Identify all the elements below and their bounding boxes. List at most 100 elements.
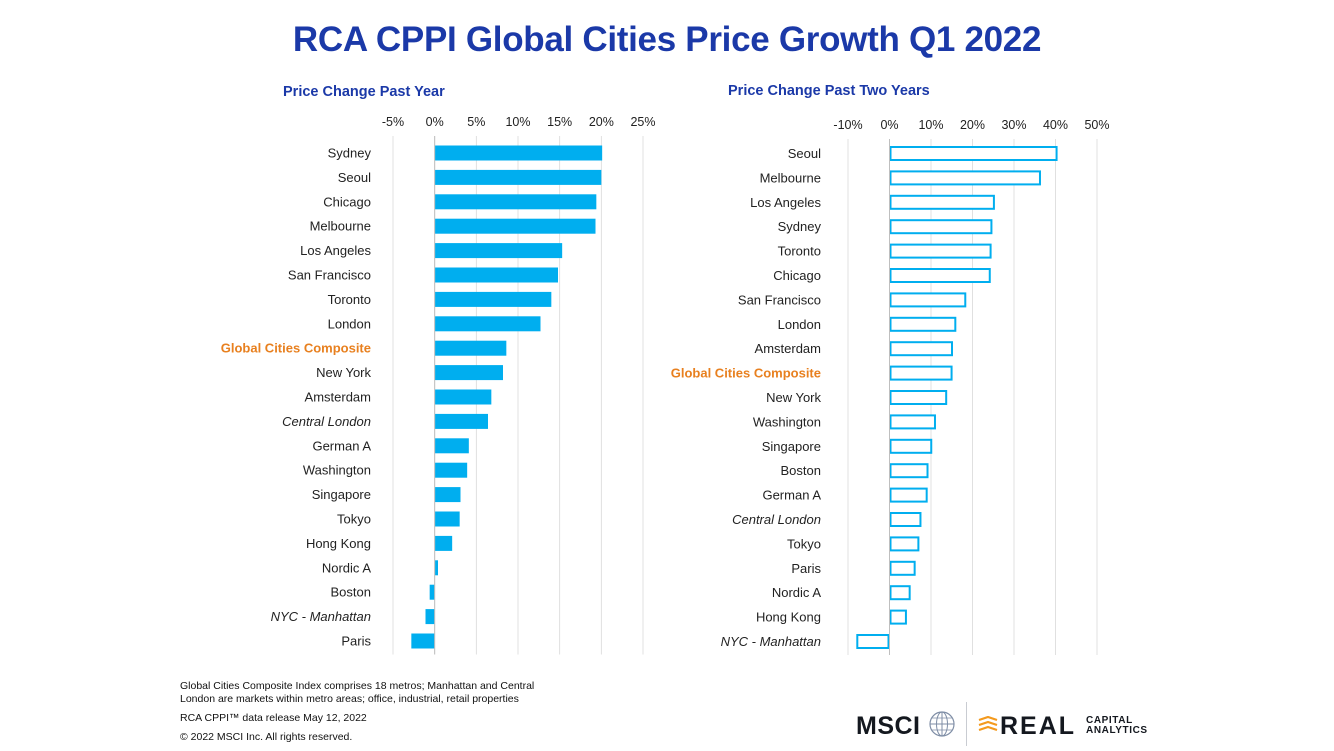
past-year-category-label: Singapore [312,487,371,502]
past-year-bar [434,413,488,429]
two-year-bar [889,194,995,210]
past-year-category-label: New York [316,365,371,380]
past-year-bar [434,462,468,478]
past-year-bar [434,535,453,551]
past-year-bar [434,511,460,527]
past-year-tick-label: 20% [589,115,614,129]
past-year-bar [434,487,461,503]
globe-icon [929,711,955,737]
two-year-category-label: Los Angeles [750,195,821,210]
past-year-bar [434,243,563,259]
past-year-tick-label: 0% [426,115,444,129]
two-year-bar [889,341,953,357]
two-year-category-label: Melbourne [760,170,821,185]
two-year-tick-label: -10% [833,118,862,132]
past-year-category-label: Toronto [328,292,371,307]
two-year-category-label: Central London [732,512,821,527]
two-year-bar [889,365,953,381]
two-year-bar [889,536,920,552]
two-year-bar [889,219,993,235]
past-year-bar [434,365,503,381]
two-year-category-label: Amsterdam [755,341,821,356]
two-year-category-label: Washington [753,414,821,429]
past-year-category-label: German A [312,438,371,453]
two-year-tick-label: 40% [1043,118,1068,132]
two-year-bar [889,292,967,308]
two-year-bar [889,390,948,405]
past-year-bar [434,438,469,454]
past-year-category-label: San Francisco [288,268,371,283]
msci-logo: MSCI [856,712,921,740]
past-year-bar [425,609,435,625]
past-year-category-label: NYC - Manhattan [271,609,371,624]
two-year-bar [889,170,1041,186]
two-year-category-label: Chicago [773,268,821,283]
past-year-category-label: Amsterdam [305,390,371,405]
two-year-category-label: NYC - Manhattan [721,634,821,649]
past-year-bar [434,194,597,210]
past-year-category-label: Boston [331,585,371,600]
past-year-bar [434,560,438,576]
past-year-category-label: Nordic A [322,560,371,575]
past-year-bar [411,633,435,649]
two-year-bar [889,414,936,430]
past-year-category-label: Global Cities Composite [221,341,371,356]
two-year-category-label: Tokyo [787,536,821,551]
two-year-bar [889,585,911,601]
past-year-tick-label: -5% [382,115,404,129]
two-year-bar [889,146,1058,161]
past-year-bar [434,389,492,405]
past-year-bar [434,169,602,185]
footnote-release: RCA CPPI™ data release May 12, 2022 [180,712,367,724]
past-year-chart-title: Price Change Past Year [283,84,445,100]
past-year-bar [434,316,541,332]
two-year-category-label: Global Cities Composite [671,366,821,381]
past-year-tick-label: 15% [547,115,572,129]
two-year-tick-label: 10% [918,118,943,132]
two-year-category-label: Toronto [778,244,821,259]
two-year-category-label: London [778,317,821,332]
two-year-category-label: Nordic A [772,585,821,600]
two-year-tick-label: 30% [1001,118,1026,132]
rca-logo-text: REAL [1000,712,1077,740]
two-year-tick-label: 50% [1084,118,1109,132]
past-year-category-label: Central London [282,414,371,429]
two-year-bar [889,512,922,527]
past-year-category-label: Paris [341,634,371,649]
past-year-category-label: London [328,316,371,331]
past-year-category-label: Chicago [323,194,371,209]
logo-divider [966,702,967,746]
two-year-bar [889,268,991,283]
two-year-chart-title: Price Change Past Two Years [728,83,930,99]
rca-logo-analytics: ANALYTICS [1086,725,1148,736]
past-year-category-label: Seoul [338,170,371,185]
rca-logo-subtext: CAPITAL ANALYTICS [1086,716,1148,736]
two-year-tick-label: 0% [880,118,898,132]
footnote-composite: Global Cities Composite Index comprises … [180,680,535,705]
past-year-bar [429,584,435,600]
footnote-copyright: © 2022 MSCI Inc. All rights reserved. [180,731,353,743]
two-year-bar [856,634,890,649]
two-year-tick-label: 20% [960,118,985,132]
two-year-category-label: Sydney [778,219,822,234]
past-year-bar [434,218,596,234]
two-year-category-label: Paris [791,561,821,576]
two-year-bar [889,487,928,503]
past-year-category-label: Sydney [328,146,372,161]
two-year-bar [889,609,907,625]
two-year-category-label: Hong Kong [756,610,821,625]
past-year-bar [434,340,507,356]
two-year-category-label: Seoul [788,146,821,161]
two-year-bar [889,438,933,454]
two-year-category-label: Singapore [762,439,821,454]
two-year-category-label: San Francisco [738,292,821,307]
page-title: RCA CPPI Global Cities Price Growth Q1 2… [292,20,1042,59]
two-year-bar [889,463,929,479]
past-year-category-label: Los Angeles [300,243,371,258]
past-year-tick-label: 5% [467,115,485,129]
past-year-category-label: Tokyo [337,512,371,527]
past-year-category-label: Hong Kong [306,536,371,551]
past-year-bar [434,291,552,307]
two-year-category-label: New York [766,390,821,405]
two-year-category-label: German A [762,488,821,503]
